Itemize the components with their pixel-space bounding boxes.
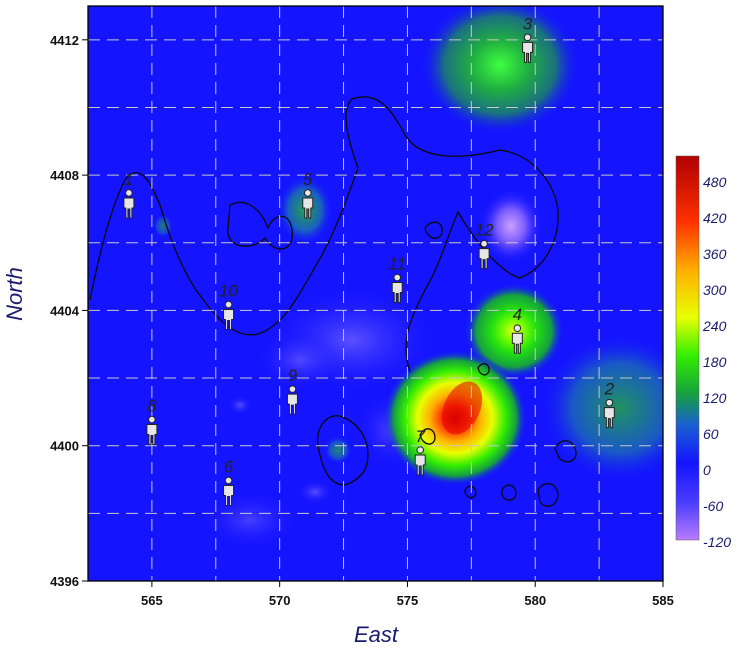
point-label: 11 (388, 255, 406, 274)
colorbar-tick-label: -60 (703, 498, 723, 514)
zero-contour (464, 485, 477, 499)
point-label: 2 (604, 380, 615, 399)
x-axis-label: East (354, 622, 399, 647)
point-label: 4 (513, 305, 522, 324)
negative-patch (228, 395, 252, 415)
purple-anomaly (479, 188, 543, 264)
plot-frame (87, 5, 664, 582)
zero-contour (317, 415, 369, 486)
measurement-point: 9 (286, 366, 298, 415)
colorbar-tick-label: 60 (703, 426, 719, 442)
negative-patch (297, 480, 333, 504)
point-label: 10 (219, 282, 238, 301)
point-label: 9 (288, 366, 298, 385)
x-tick-label: 570 (269, 593, 291, 608)
zero-contour (424, 221, 443, 239)
y-tick-label: 4404 (50, 303, 80, 318)
colorbar-tick-label: 0 (703, 462, 711, 478)
negative-patch (200, 490, 300, 550)
zero-contour (227, 201, 293, 250)
zero-contour (501, 484, 517, 501)
point-label: 1 (124, 170, 133, 189)
point-label: 5 (303, 170, 313, 189)
measurement-point: 12 (475, 221, 494, 270)
point-label: 8 (147, 397, 157, 416)
colorbar-tick-label: 180 (703, 354, 727, 370)
colorbar-tick-label: 420 (703, 210, 727, 226)
x-tick-label: 585 (652, 593, 674, 608)
point-label: 12 (475, 221, 494, 240)
measurement-point: 5 (302, 170, 314, 219)
measurement-point: 10 (219, 282, 239, 331)
colorbar-tick-label: 480 (703, 174, 727, 190)
anomaly-small (324, 436, 352, 464)
y-tick-label: 4412 (50, 33, 79, 48)
anomaly-main-core (441, 381, 483, 435)
x-tick-label: 575 (397, 593, 419, 608)
colorbar: 480 420 360 300 240 180 120 60 0 -60 -120 (675, 155, 731, 550)
point-label: 3 (523, 14, 533, 33)
measurement-point: 2 (604, 380, 615, 429)
colorbar-tick-label: 240 (702, 318, 727, 334)
y-tick-label: 4408 (50, 168, 79, 183)
anomaly-4 (464, 283, 564, 379)
negative-patch (255, 330, 345, 390)
y-axis-label: North (2, 267, 27, 321)
zero-contour (419, 428, 436, 445)
colorbar-tick-label: -120 (703, 534, 731, 550)
measurement-point: 6 (223, 457, 235, 506)
measurement-point: 3 (522, 14, 534, 63)
measurement-point: 4 (511, 305, 523, 354)
x-tick-label: 565 (141, 593, 163, 608)
colorbar-gradient (675, 155, 700, 541)
point-label: 6 (224, 457, 234, 476)
colorbar-tick-label: 360 (703, 246, 727, 262)
zero-contour (89, 96, 559, 373)
grid-lines (88, 6, 663, 581)
colorbar-tick-label: 300 (703, 282, 727, 298)
colorbar-tick-label: 120 (703, 390, 727, 406)
y-tick-label: 4396 (50, 574, 79, 589)
measurement-point: 8 (146, 397, 158, 446)
measurement-point: 7 (414, 427, 426, 476)
zero-contour (477, 363, 490, 376)
anomaly-northeast (420, 6, 580, 135)
zero-contour (554, 440, 577, 463)
x-tick-label: 580 (524, 593, 546, 608)
y-axis-ticks: 4396 4400 4404 4408 4412 (50, 33, 88, 589)
point-label: 7 (415, 427, 425, 446)
measurement-point: 1 (123, 170, 135, 219)
colorbar-ticks: 480 420 360 300 240 180 120 60 0 -60 -120 (702, 174, 731, 550)
zero-contour (537, 483, 559, 507)
measurement-point: 11 (388, 255, 406, 303)
x-axis-ticks: 565 570 575 580 585 (141, 581, 674, 608)
y-tick-label: 4400 (50, 439, 79, 454)
